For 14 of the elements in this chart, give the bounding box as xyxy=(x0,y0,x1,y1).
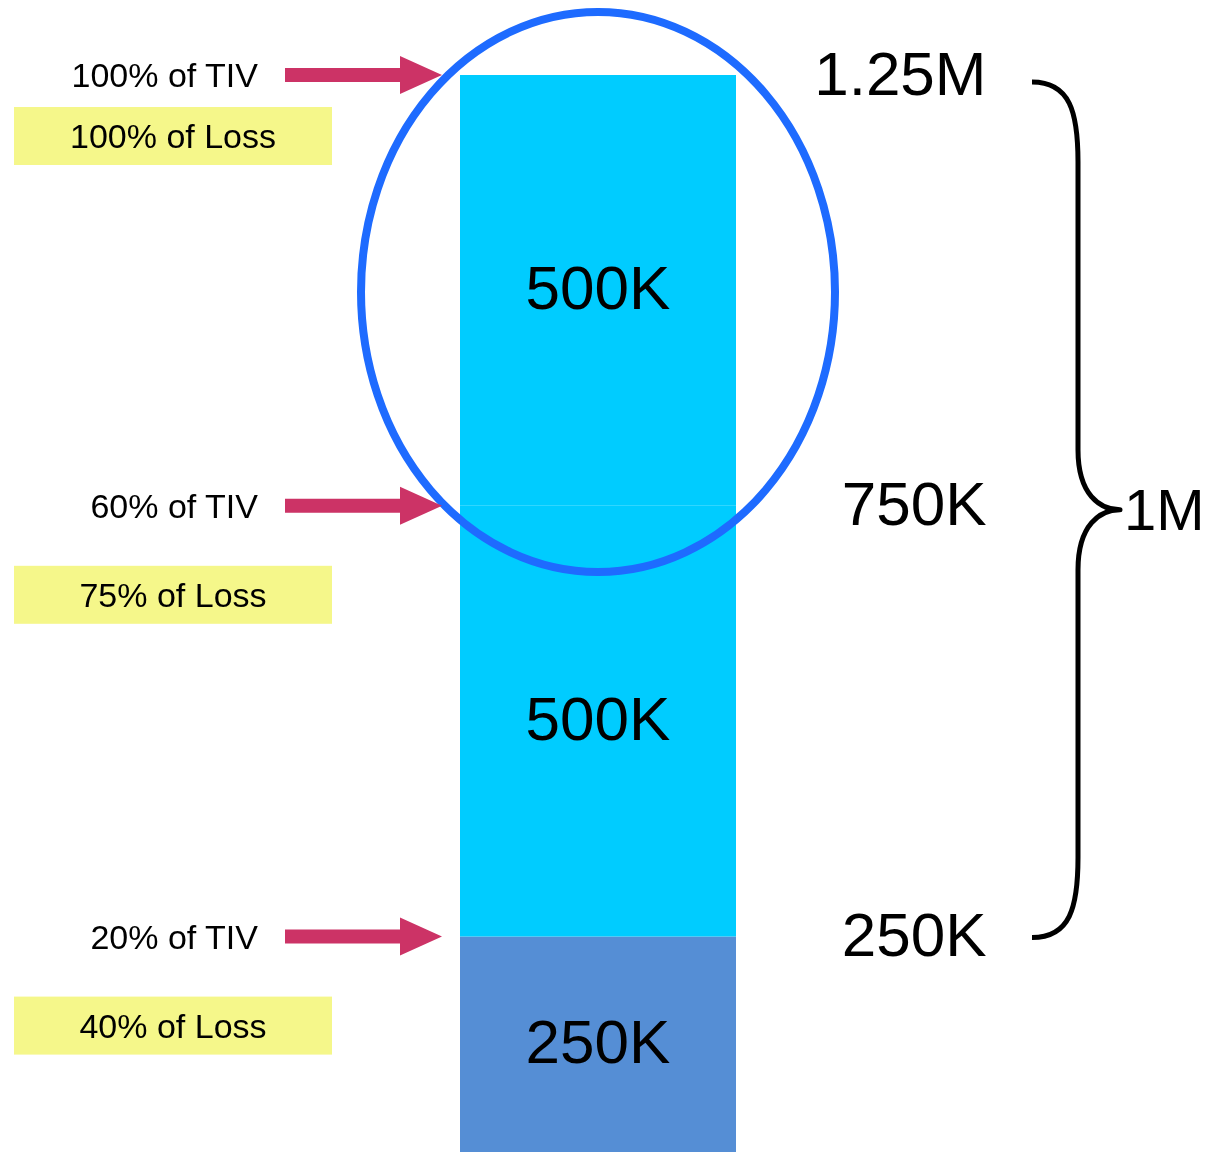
text: 75% of Loss xyxy=(79,575,267,614)
data-label: 250K xyxy=(525,1007,671,1077)
bar xyxy=(460,936,736,1152)
text: 40% of Loss xyxy=(79,1006,267,1045)
data-label: 500K xyxy=(525,253,671,323)
y-tick-label: 250K xyxy=(841,900,987,970)
text: 20% of TIV xyxy=(90,917,259,956)
text: 100% of Loss xyxy=(69,117,277,155)
text: 100% of TIV xyxy=(71,56,259,94)
y-tick-label: 750K xyxy=(841,469,987,539)
y-tick-label: 1.25M xyxy=(814,38,987,108)
text: 1M xyxy=(1124,477,1205,543)
data-label: 500K xyxy=(525,684,671,754)
text: 60% of TIV xyxy=(90,486,259,525)
